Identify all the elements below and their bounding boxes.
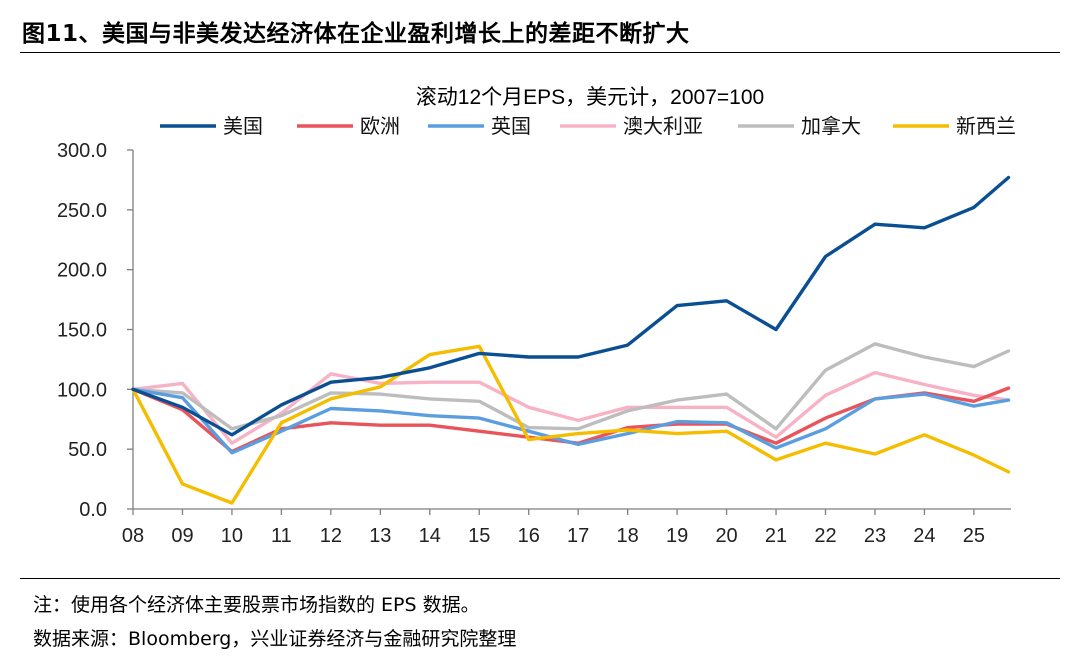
- series-line-us: [131, 175, 1011, 437]
- x-tick-label: 13: [369, 525, 391, 547]
- x-axis: 08 09 10 11 12 13 14 15 16 17 18 19 20 21 22 23 24 25: [122, 508, 1011, 547]
- series-line-australia: [131, 370, 1011, 445]
- chart-title: 滚动12个月EPS，美元计，2007=100: [416, 86, 764, 109]
- y-tick-label: 0.0: [79, 499, 107, 521]
- y-tick-label: 250.0: [57, 200, 107, 222]
- x-tick-label: 22: [814, 525, 836, 547]
- legend-label-uk: 英国: [491, 115, 531, 138]
- series-line-uk: [131, 387, 1011, 455]
- x-tick-label: 15: [468, 525, 490, 547]
- plot-area: [131, 175, 1011, 505]
- x-tick-label: 21: [765, 525, 787, 547]
- legend-label-us: 美国: [223, 115, 263, 138]
- x-tick-label: 16: [518, 525, 540, 547]
- y-tick-label: 50.0: [68, 439, 107, 461]
- legend-label-canada: 加拿大: [801, 114, 861, 138]
- x-tick-label: 20: [715, 525, 737, 547]
- chart-source: 数据来源：Bloomberg，兴业证券经济与金融研究院整理: [33, 628, 517, 650]
- y-tick-label: 300.0: [57, 140, 107, 162]
- x-tick-label: 11: [271, 525, 292, 547]
- x-tick-label: 08: [122, 525, 144, 547]
- bottom-rule: [20, 578, 1060, 579]
- x-tick-label: 12: [320, 525, 342, 547]
- legend-label-europe: 欧洲: [360, 115, 400, 138]
- chart-note: 注：使用各个经济体主要股票市场指数的 EPS 数据。: [33, 594, 480, 616]
- x-tick-label: 10: [221, 525, 243, 547]
- y-tick-label: 150.0: [57, 320, 107, 342]
- legend: 美国 欧洲 英国 澳大利亚 加拿大 新西兰: [160, 114, 1016, 138]
- x-tick-label: 25: [963, 525, 985, 547]
- x-tick-label: 19: [666, 525, 688, 547]
- x-tick-label: 14: [419, 525, 441, 547]
- legend-label-new-zealand: 新西兰: [956, 115, 1016, 138]
- series-line-canada: [131, 342, 1011, 431]
- x-tick-label: 18: [617, 525, 639, 547]
- top-rule: [20, 52, 1060, 53]
- x-tick-label: 23: [864, 525, 886, 547]
- figure-title: 图11、美国与非美发达经济体在企业盈利增长上的差距不断扩大: [22, 21, 690, 47]
- x-tick-label: 17: [567, 525, 589, 547]
- y-axis: 0.0 50.0 100.0 150.0 200.0 250.0 300.0: [57, 140, 134, 521]
- series-line-new-zealand: [131, 344, 1011, 505]
- x-tick-label: 24: [913, 525, 935, 547]
- x-tick-label: 09: [171, 525, 193, 547]
- legend-label-australia: 澳大利亚: [623, 115, 703, 138]
- y-tick-label: 200.0: [57, 260, 107, 282]
- y-tick-label: 100.0: [57, 379, 107, 401]
